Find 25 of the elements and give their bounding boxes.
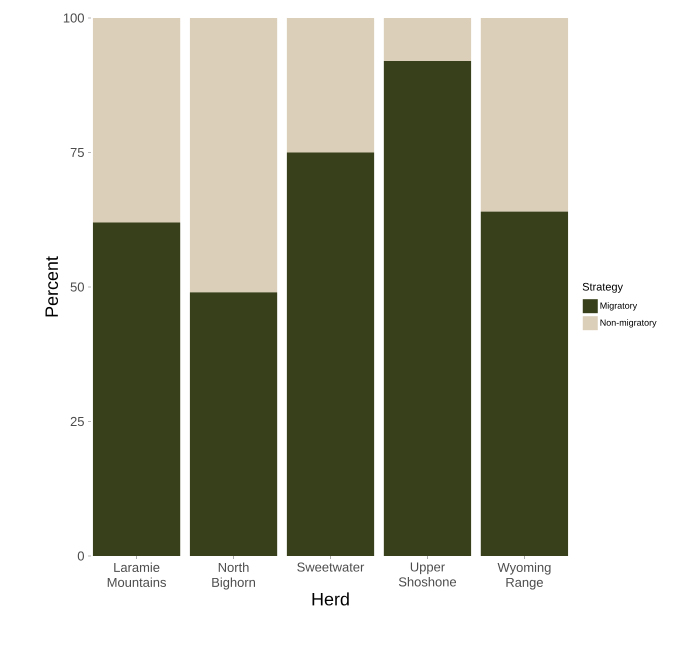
y-tick-label: 50: [70, 282, 84, 292]
legend-title: Strategy: [582, 282, 623, 293]
bar: [92, 222, 180, 556]
bar: [190, 292, 278, 556]
y-tick-label: 100: [64, 13, 84, 23]
x-tick-label: Upper Shoshone: [398, 562, 456, 586]
bar: [286, 18, 374, 152]
x-axis-title: Herd: [312, 592, 349, 606]
x-tick-label: Sweetwater: [297, 562, 364, 572]
x-tick-label: Laramie Mountains: [108, 562, 166, 587]
bar: [384, 18, 472, 62]
x-tick-label: North Bighorn: [212, 562, 256, 590]
bar: [384, 61, 472, 556]
y-tick-label: 25: [70, 416, 84, 426]
legend-label: Migratory: [600, 302, 638, 311]
y-tick-label: 0: [78, 551, 84, 561]
bar: [480, 212, 568, 556]
x-tick-label: Wyoming Range: [498, 562, 551, 590]
y-tick-label: 75: [70, 148, 84, 158]
bar: [190, 18, 278, 292]
bar: [480, 18, 568, 212]
bar: [286, 152, 374, 556]
bar: [92, 18, 180, 222]
legend-label: Non-migratory: [600, 319, 657, 328]
y-axis-title: Percent: [46, 256, 58, 316]
